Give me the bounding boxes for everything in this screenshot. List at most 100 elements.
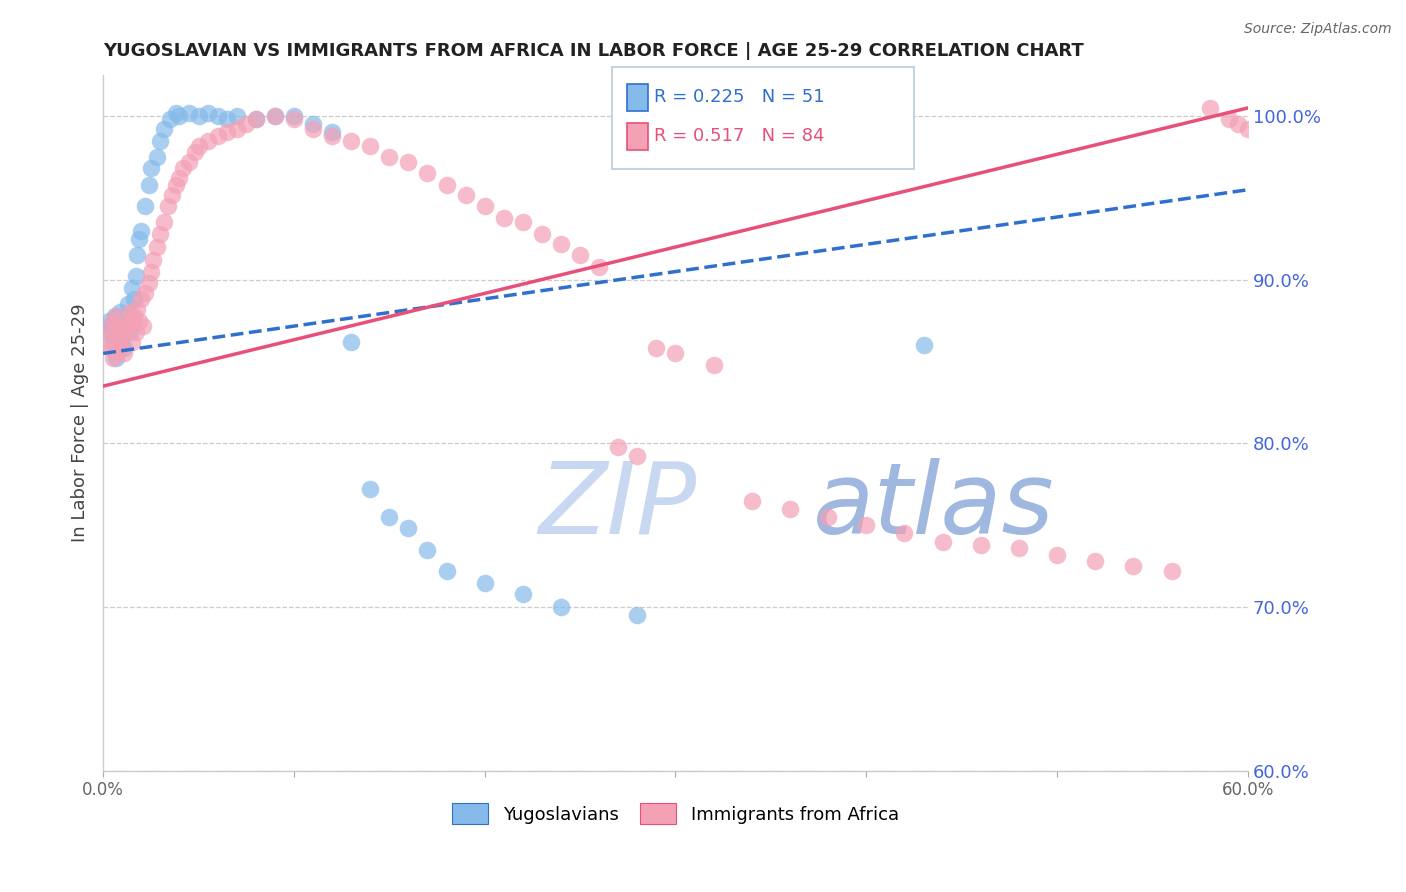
Point bbox=[416, 166, 439, 180]
Point bbox=[550, 600, 572, 615]
Point bbox=[107, 325, 129, 339]
Point bbox=[129, 224, 152, 238]
Point bbox=[145, 150, 167, 164]
Point bbox=[101, 334, 124, 349]
Point bbox=[183, 145, 205, 160]
Point bbox=[107, 318, 129, 333]
Point bbox=[103, 325, 125, 339]
Point bbox=[855, 518, 877, 533]
Point bbox=[101, 313, 124, 327]
Point bbox=[436, 178, 458, 192]
Text: R = 0.225   N = 51: R = 0.225 N = 51 bbox=[654, 88, 824, 106]
Point bbox=[149, 227, 172, 241]
Text: R = 0.517   N = 84: R = 0.517 N = 84 bbox=[654, 128, 824, 145]
Point bbox=[321, 128, 343, 143]
Legend: Yugoslavians, Immigrants from Africa: Yugoslavians, Immigrants from Africa bbox=[453, 804, 898, 824]
Point bbox=[165, 178, 187, 192]
Point bbox=[302, 117, 325, 131]
Point bbox=[474, 575, 496, 590]
Point bbox=[121, 334, 143, 349]
Point bbox=[105, 351, 128, 366]
Point bbox=[139, 161, 162, 176]
Point bbox=[121, 281, 143, 295]
Point bbox=[169, 109, 191, 123]
Point bbox=[225, 109, 247, 123]
Point bbox=[263, 109, 285, 123]
Point bbox=[169, 171, 191, 186]
Point bbox=[127, 248, 149, 262]
Point bbox=[217, 112, 239, 127]
Point bbox=[645, 342, 668, 356]
Point bbox=[302, 122, 325, 136]
Point bbox=[153, 122, 176, 136]
Point bbox=[817, 510, 839, 524]
Point bbox=[105, 309, 128, 323]
Point bbox=[626, 450, 648, 464]
Point bbox=[100, 342, 122, 356]
Point bbox=[142, 253, 165, 268]
Point bbox=[96, 325, 118, 339]
Point bbox=[105, 346, 128, 360]
Point bbox=[340, 334, 363, 349]
Point bbox=[893, 526, 915, 541]
Point bbox=[110, 342, 132, 356]
Point bbox=[118, 305, 141, 319]
Point bbox=[1046, 548, 1069, 562]
Point bbox=[115, 322, 138, 336]
Point bbox=[588, 260, 610, 274]
Point bbox=[283, 112, 305, 127]
Point bbox=[396, 155, 419, 169]
Point bbox=[172, 161, 194, 176]
Point bbox=[245, 112, 267, 127]
Point bbox=[492, 211, 515, 225]
Point bbox=[436, 564, 458, 578]
Point bbox=[153, 215, 176, 229]
Point bbox=[912, 338, 935, 352]
Point bbox=[103, 309, 125, 323]
Point bbox=[187, 138, 209, 153]
Point bbox=[970, 538, 993, 552]
Point bbox=[128, 232, 150, 246]
Point bbox=[122, 293, 145, 307]
Point bbox=[138, 178, 160, 192]
Point bbox=[101, 351, 124, 366]
Point bbox=[134, 199, 156, 213]
Point bbox=[187, 109, 209, 123]
Point bbox=[105, 322, 128, 336]
Point bbox=[512, 215, 534, 229]
Point bbox=[111, 338, 134, 352]
Point bbox=[124, 269, 146, 284]
Point bbox=[197, 106, 219, 120]
Point bbox=[378, 150, 401, 164]
Point bbox=[283, 109, 305, 123]
Point bbox=[207, 128, 229, 143]
Point bbox=[149, 134, 172, 148]
Point bbox=[416, 542, 439, 557]
Point bbox=[512, 587, 534, 601]
Point bbox=[115, 318, 138, 333]
Point bbox=[235, 117, 257, 131]
Point bbox=[626, 608, 648, 623]
Point bbox=[245, 112, 267, 127]
Point bbox=[97, 313, 120, 327]
Point bbox=[121, 313, 143, 327]
Point bbox=[124, 325, 146, 339]
Point bbox=[703, 358, 725, 372]
Point bbox=[160, 187, 183, 202]
Y-axis label: In Labor Force | Age 25-29: In Labor Force | Age 25-29 bbox=[72, 303, 89, 542]
Point bbox=[1218, 112, 1240, 127]
Point bbox=[127, 302, 149, 317]
Point bbox=[454, 187, 477, 202]
Point bbox=[165, 106, 187, 120]
Point bbox=[159, 112, 181, 127]
Point bbox=[107, 334, 129, 349]
Point bbox=[340, 134, 363, 148]
Point bbox=[550, 236, 572, 251]
Point bbox=[607, 440, 630, 454]
Point bbox=[1160, 564, 1182, 578]
Point bbox=[569, 248, 592, 262]
Point bbox=[1227, 117, 1250, 131]
Point bbox=[779, 501, 801, 516]
Point bbox=[112, 342, 135, 356]
Point bbox=[96, 334, 118, 349]
